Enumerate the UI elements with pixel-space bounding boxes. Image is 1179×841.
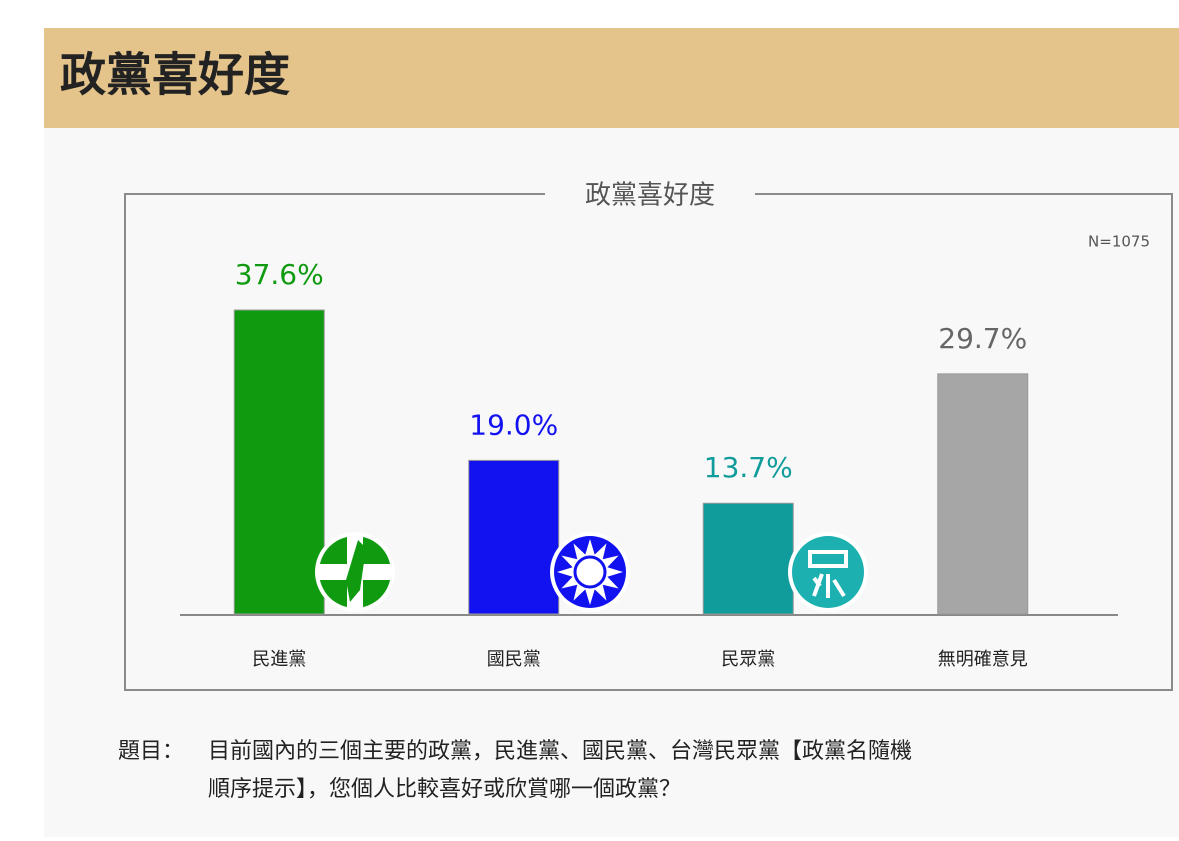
- question-line: 目前國內的三個主要的政黨，民進黨、國民黨、台灣民眾黨【政黨名隨機: [208, 739, 912, 764]
- logo-tpp-mark: [808, 550, 848, 568]
- value-label: 29.7%: [938, 322, 1027, 355]
- bar: [937, 373, 1029, 615]
- x-tick-label: 無明確意見: [938, 649, 1028, 670]
- question-label: 題目：: [118, 739, 184, 764]
- bar: [468, 459, 560, 615]
- x-tick-label: 民進黨: [252, 649, 306, 670]
- bar: [233, 309, 325, 615]
- question-line: 順序提示】，您個人比較喜好或欣賞哪一個政黨？: [208, 777, 681, 802]
- chart-title: 政黨喜好度: [585, 181, 715, 211]
- value-label: 37.6%: [235, 258, 324, 291]
- logos: [315, 532, 868, 612]
- logo-kmt-disc: [573, 555, 607, 589]
- value-label: 13.7%: [704, 451, 793, 484]
- bars: 37.6% 民進黨 19.0% 國民黨 13.7% 民眾黨 29.7% 無明確意見: [233, 258, 1029, 670]
- title-gap: [545, 180, 755, 210]
- x-tick-label: 民眾黨: [721, 649, 775, 670]
- bar: [702, 502, 794, 615]
- x-tick-label: 國民黨: [487, 649, 541, 670]
- sample-note: N=1075: [1088, 233, 1150, 251]
- logo-tpp-mark: [812, 573, 846, 598]
- value-label: 19.0%: [469, 408, 558, 441]
- header-band: [44, 28, 1179, 128]
- page-title: 政黨喜好度: [60, 48, 290, 102]
- logo-dpp-island: [346, 540, 366, 602]
